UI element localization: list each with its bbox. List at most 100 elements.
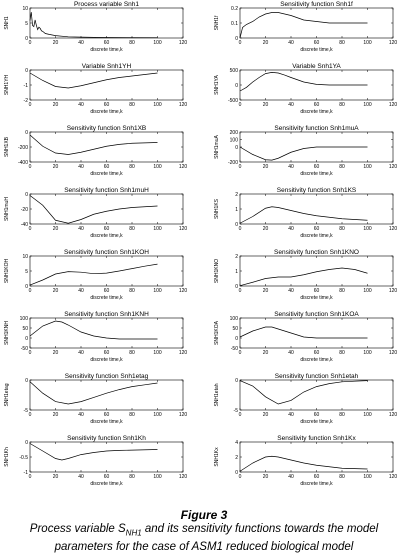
x-tick-label: 100 bbox=[153, 412, 162, 418]
x-tick-label: 0 bbox=[29, 226, 32, 232]
x-tick-label: 100 bbox=[363, 350, 372, 356]
subplot-title: Sensitivity function Snh1XB bbox=[67, 125, 147, 132]
y-tick-label: 2 bbox=[235, 192, 238, 198]
y-tick-label: 5 bbox=[25, 269, 28, 275]
y-tick-label: 0 bbox=[235, 222, 238, 228]
x-tick-label: 20 bbox=[53, 350, 59, 356]
subplot: Sensitivity function Snh1Kh 0 20 40 60 80 100 1… bbox=[4, 435, 187, 487]
y-axis-label: SNH1KOA bbox=[214, 320, 220, 345]
x-tick-label: 0 bbox=[239, 102, 242, 108]
x-tick-label: 80 bbox=[129, 226, 135, 232]
y-tick-label: 0 bbox=[25, 130, 28, 136]
x-axis-label: discrete time,k bbox=[300, 109, 333, 115]
x-tick-label: 60 bbox=[104, 350, 110, 356]
x-tick-label: 0 bbox=[239, 412, 242, 418]
plot-frame bbox=[29, 131, 184, 163]
subplot: Sensitivity function Snh1KNH 0 20 40 60 80 100… bbox=[4, 311, 187, 363]
plot-frame bbox=[239, 255, 394, 287]
x-tick-label: 80 bbox=[339, 288, 345, 294]
subplot-title: Sensitivity function Snh1etag bbox=[65, 373, 149, 380]
x-tick-label: 40 bbox=[288, 164, 294, 170]
x-tick-label: 60 bbox=[314, 226, 320, 232]
x-tick-label: 0 bbox=[29, 102, 32, 108]
x-tick-label: 0 bbox=[239, 288, 242, 294]
x-tick-label: 80 bbox=[129, 474, 135, 480]
x-tick-label: 100 bbox=[363, 102, 372, 108]
x-tick-label: 60 bbox=[314, 288, 320, 294]
x-tick-label: 80 bbox=[129, 412, 135, 418]
x-tick-label: 80 bbox=[339, 350, 345, 356]
x-tick-label: 80 bbox=[339, 226, 345, 232]
x-tick-label: 120 bbox=[179, 226, 188, 232]
subplot-title: Sensitivity function Snh1Kx bbox=[277, 435, 356, 442]
plot-frame bbox=[29, 317, 184, 349]
y-tick-label: -40 bbox=[21, 222, 28, 228]
x-tick-label: 40 bbox=[78, 412, 84, 418]
x-tick-label: 120 bbox=[179, 40, 188, 46]
x-axis-label: discrete time,k bbox=[300, 357, 333, 363]
x-tick-label: 0 bbox=[29, 412, 32, 418]
series-line bbox=[239, 326, 368, 339]
x-tick-label: 80 bbox=[129, 164, 135, 170]
subplot-title: Sensitivity function Snh1KS bbox=[277, 187, 357, 194]
x-tick-label: 100 bbox=[363, 474, 372, 480]
plot-frame bbox=[29, 193, 184, 225]
y-tick-label: -50 bbox=[21, 346, 28, 352]
y-tick-label: 0 bbox=[25, 192, 28, 198]
y-tick-label: 1 bbox=[235, 269, 238, 275]
y-axis-label: SNH1KNH bbox=[4, 321, 10, 345]
y-tick-label: 0 bbox=[25, 336, 28, 342]
x-tick-label: 120 bbox=[389, 102, 398, 108]
x-axis-label: discrete time,k bbox=[90, 233, 123, 239]
y-tick-label: -1 bbox=[24, 83, 29, 89]
subplot: Sensitivity function Snh1muA 0 20 40 60 80 100… bbox=[214, 125, 397, 177]
plot-frame bbox=[29, 379, 184, 411]
x-tick-label: 0 bbox=[239, 226, 242, 232]
y-tick-label: 0 bbox=[235, 83, 238, 89]
x-axis-label: discrete time,k bbox=[300, 481, 333, 487]
x-tick-label: 100 bbox=[153, 102, 162, 108]
y-tick-label: 0 bbox=[235, 36, 238, 42]
x-tick-label: 120 bbox=[179, 288, 188, 294]
series-line bbox=[29, 381, 158, 405]
subplot-title: Process variable Snh1 bbox=[74, 1, 139, 8]
x-tick-label: 120 bbox=[179, 350, 188, 356]
y-axis-label: SNH1KNO bbox=[214, 259, 220, 283]
subplot-title: Sensitivity function Snh1Kh bbox=[67, 435, 146, 442]
y-tick-label: 0 bbox=[25, 68, 28, 74]
y-tick-label: 10 bbox=[22, 254, 28, 260]
series-line bbox=[239, 380, 368, 405]
x-tick-label: 100 bbox=[153, 474, 162, 480]
x-tick-label: 40 bbox=[288, 226, 294, 232]
x-tick-label: 60 bbox=[314, 164, 320, 170]
series-line bbox=[29, 134, 158, 155]
y-axis-label: SNH1YH bbox=[4, 74, 10, 95]
y-tick-label: -400 bbox=[18, 160, 28, 166]
x-axis-label: discrete time,k bbox=[90, 171, 123, 177]
y-tick-label: -1 bbox=[24, 470, 29, 476]
y-tick-label: 0 bbox=[235, 378, 238, 384]
series-line bbox=[29, 12, 158, 39]
series-line bbox=[29, 72, 158, 89]
y-tick-label: -2 bbox=[24, 98, 29, 104]
caption-subscript: NH1 bbox=[125, 528, 142, 538]
x-tick-label: 80 bbox=[339, 102, 345, 108]
plot-frame bbox=[239, 69, 394, 101]
x-tick-label: 60 bbox=[104, 102, 110, 108]
y-tick-label: 200 bbox=[230, 130, 239, 136]
x-tick-label: 120 bbox=[389, 288, 398, 294]
subplot-title: Sensitivity function Snh1KNH bbox=[64, 311, 149, 318]
x-axis-label: discrete time,k bbox=[90, 481, 123, 487]
series-line bbox=[29, 320, 158, 340]
y-tick-label: -50 bbox=[231, 346, 238, 352]
y-tick-label: 0 bbox=[25, 36, 28, 42]
y-axis-label: SNH1Kx bbox=[214, 447, 220, 467]
x-tick-label: 120 bbox=[389, 40, 398, 46]
caption-line-1-start: Process variable S bbox=[29, 523, 126, 535]
x-tick-label: 100 bbox=[153, 164, 162, 170]
x-tick-label: 0 bbox=[29, 40, 32, 46]
y-tick-label: 100 bbox=[230, 137, 239, 143]
x-axis-label: discrete time,k bbox=[300, 171, 333, 177]
x-tick-label: 40 bbox=[288, 288, 294, 294]
